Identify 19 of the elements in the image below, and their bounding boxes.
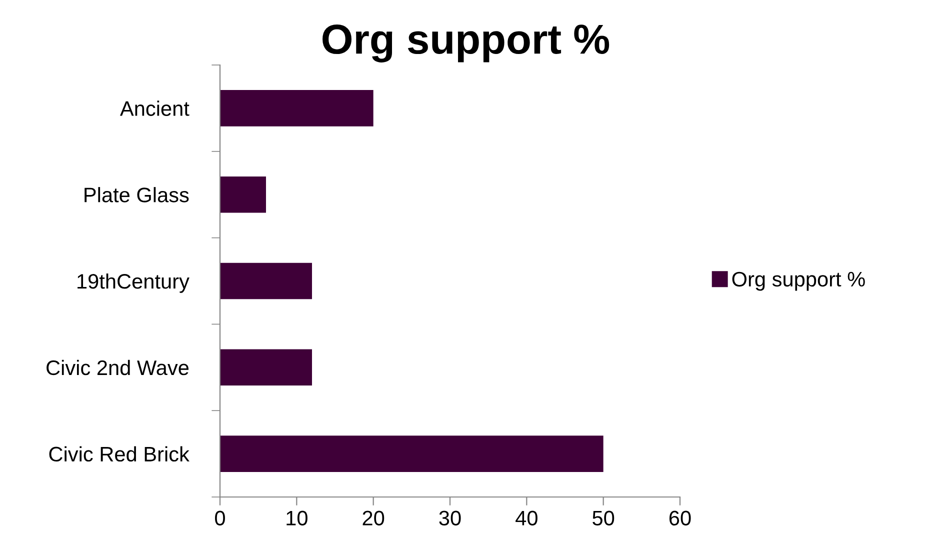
x-tick-label: 60 xyxy=(669,510,691,526)
legend-label: Org support % xyxy=(732,272,865,291)
bar xyxy=(220,436,604,472)
x-tick-label: 30 xyxy=(439,510,461,526)
y-tick-label: 19thCentury xyxy=(78,273,190,293)
x-tick-label: 10 xyxy=(286,510,308,526)
y-tick-label: Civic Red Brick xyxy=(49,446,190,462)
chart-title: Org support % xyxy=(322,24,610,62)
y-tick-label: Civic 2nd Wave xyxy=(46,360,189,376)
x-tick-label: 0 xyxy=(215,510,225,526)
bar xyxy=(220,90,374,126)
bar xyxy=(220,349,312,386)
bar xyxy=(220,262,312,300)
bar xyxy=(220,176,266,213)
x-tick-label: 50 xyxy=(592,510,614,526)
x-tick-label: 40 xyxy=(516,510,538,526)
y-tick-label: Ancient xyxy=(120,100,190,116)
y-tick-label: Plate Glass xyxy=(84,187,189,202)
x-tick-label: 20 xyxy=(362,510,384,526)
